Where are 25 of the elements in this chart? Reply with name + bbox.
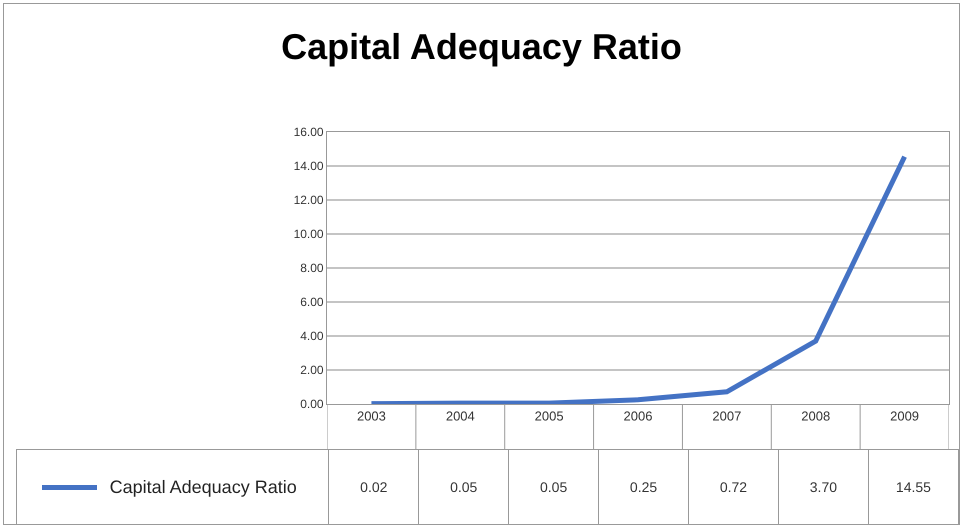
text: 14.55 xyxy=(896,479,931,495)
x-tick-label: 2009 xyxy=(890,408,920,424)
y-tick-label: 2.00 xyxy=(300,363,324,378)
y-tick-label: 0.00 xyxy=(300,397,324,412)
x-tick-label: 2005 xyxy=(534,408,564,424)
x-tick-label: 2008 xyxy=(801,408,830,424)
x-tick-label: 2006 xyxy=(624,408,652,424)
y-tick-label: 14.00 xyxy=(294,159,324,174)
text: 0.02 xyxy=(360,479,388,495)
text: 0.05 xyxy=(450,479,478,495)
text: 3.70 xyxy=(810,479,838,495)
x-tick-label: 2004 xyxy=(446,408,475,424)
y-tick-label: 10.00 xyxy=(294,227,324,242)
x-tick-label: 2007 xyxy=(712,408,742,424)
text: 0.25 xyxy=(630,479,658,495)
chart-title: Capital Adequacy Ratio xyxy=(280,26,683,68)
legend-label: Capital Adequacy Ratio xyxy=(108,476,298,498)
y-tick-label: 4.00 xyxy=(300,329,324,344)
x-tick-label: 2003 xyxy=(356,408,386,424)
y-tick-label: 12.00 xyxy=(294,193,324,208)
text: 0.72 xyxy=(720,479,748,495)
y-tick-label: 8.00 xyxy=(300,261,324,276)
text: 0.05 xyxy=(540,479,568,495)
y-tick-label: 16.00 xyxy=(294,125,324,140)
y-tick-label: 6.00 xyxy=(300,295,324,310)
